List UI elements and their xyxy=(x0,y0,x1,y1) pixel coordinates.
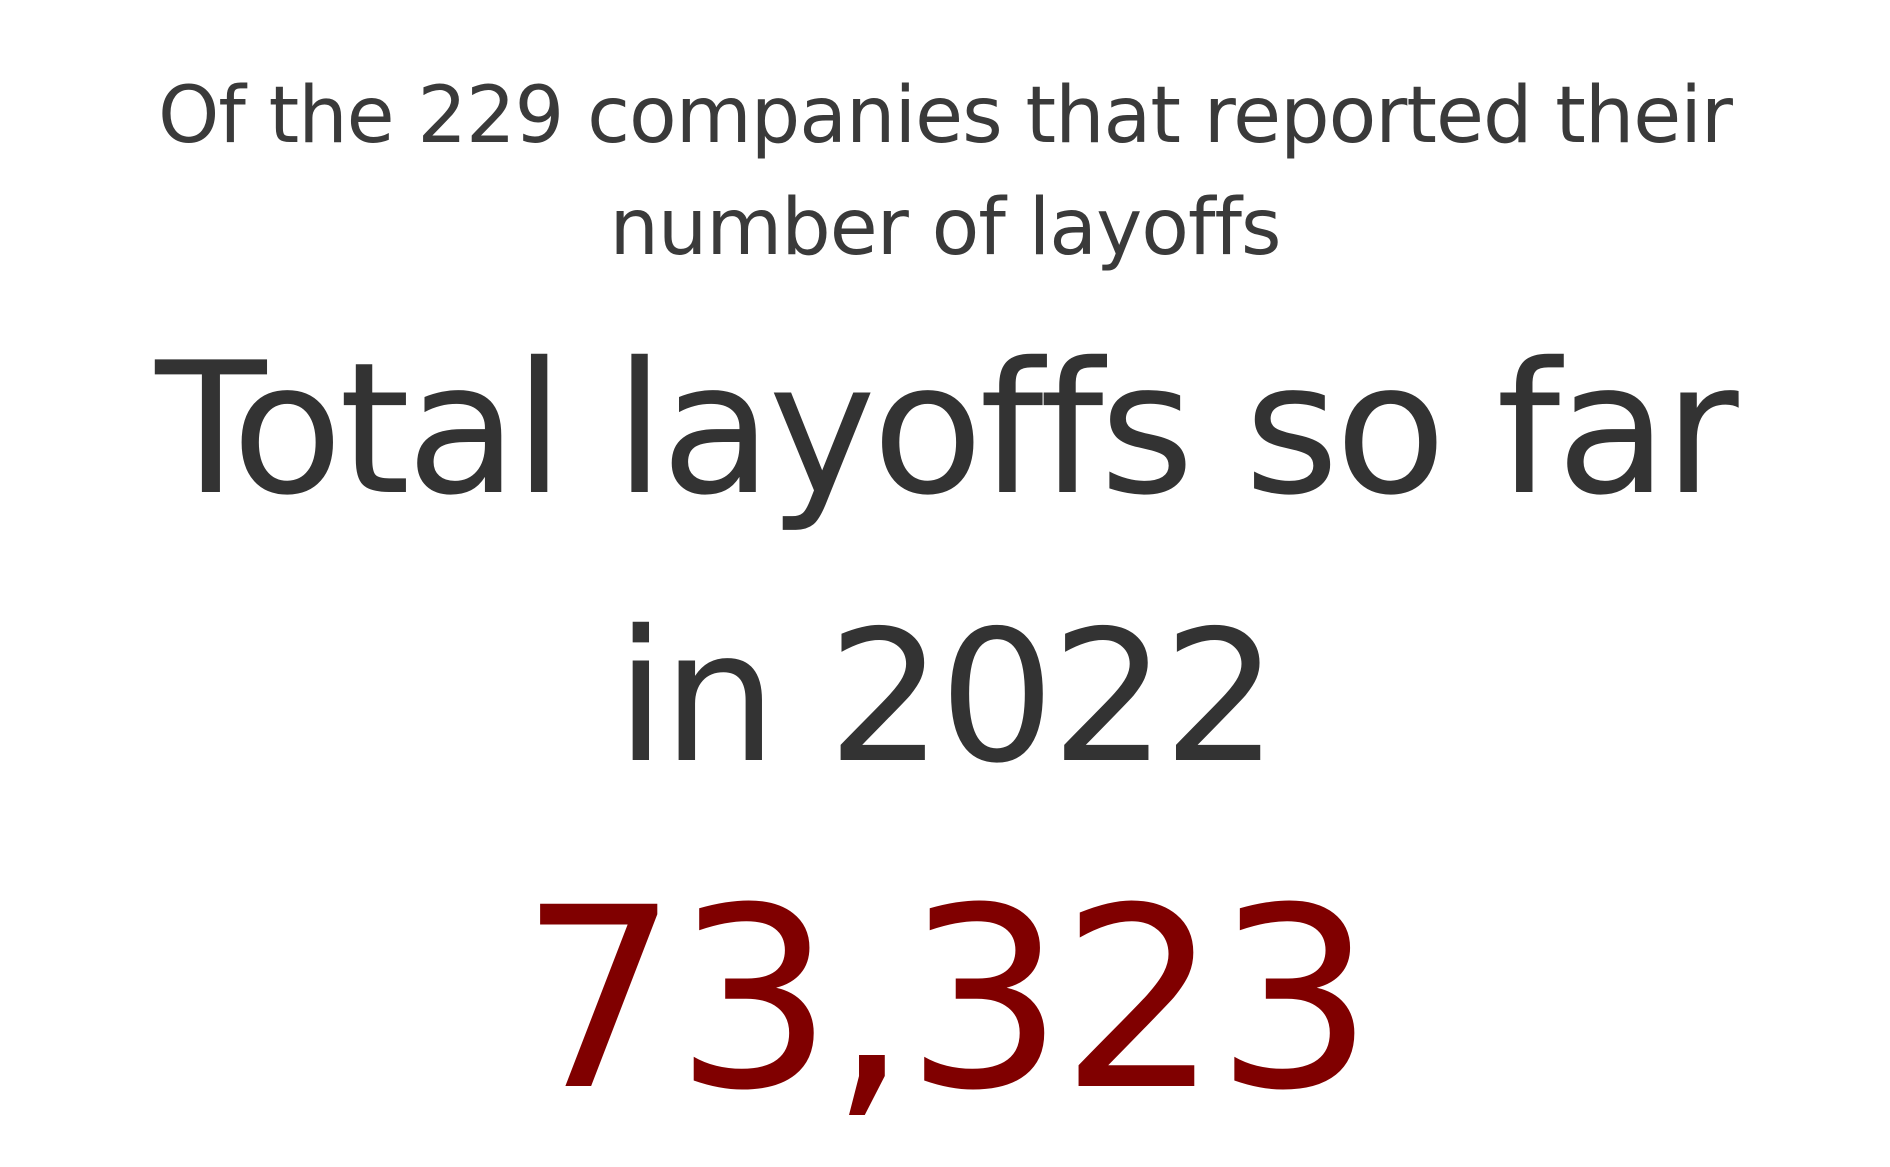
stat-subtitle-line-2: number of layoffs xyxy=(609,183,1281,273)
stat-subtitle: Of the 229 companies that reported their… xyxy=(0,60,1890,284)
stat-title: Total layoffs so far in 2022 xyxy=(0,295,1890,831)
stat-title-line-2: in 2022 xyxy=(615,591,1279,803)
stat-title-line-1: Total layoffs so far xyxy=(155,323,1738,535)
stat-value: 73,323 xyxy=(519,854,1375,1145)
stat-subtitle-line-1: Of the 229 companies that reported their xyxy=(157,71,1733,161)
